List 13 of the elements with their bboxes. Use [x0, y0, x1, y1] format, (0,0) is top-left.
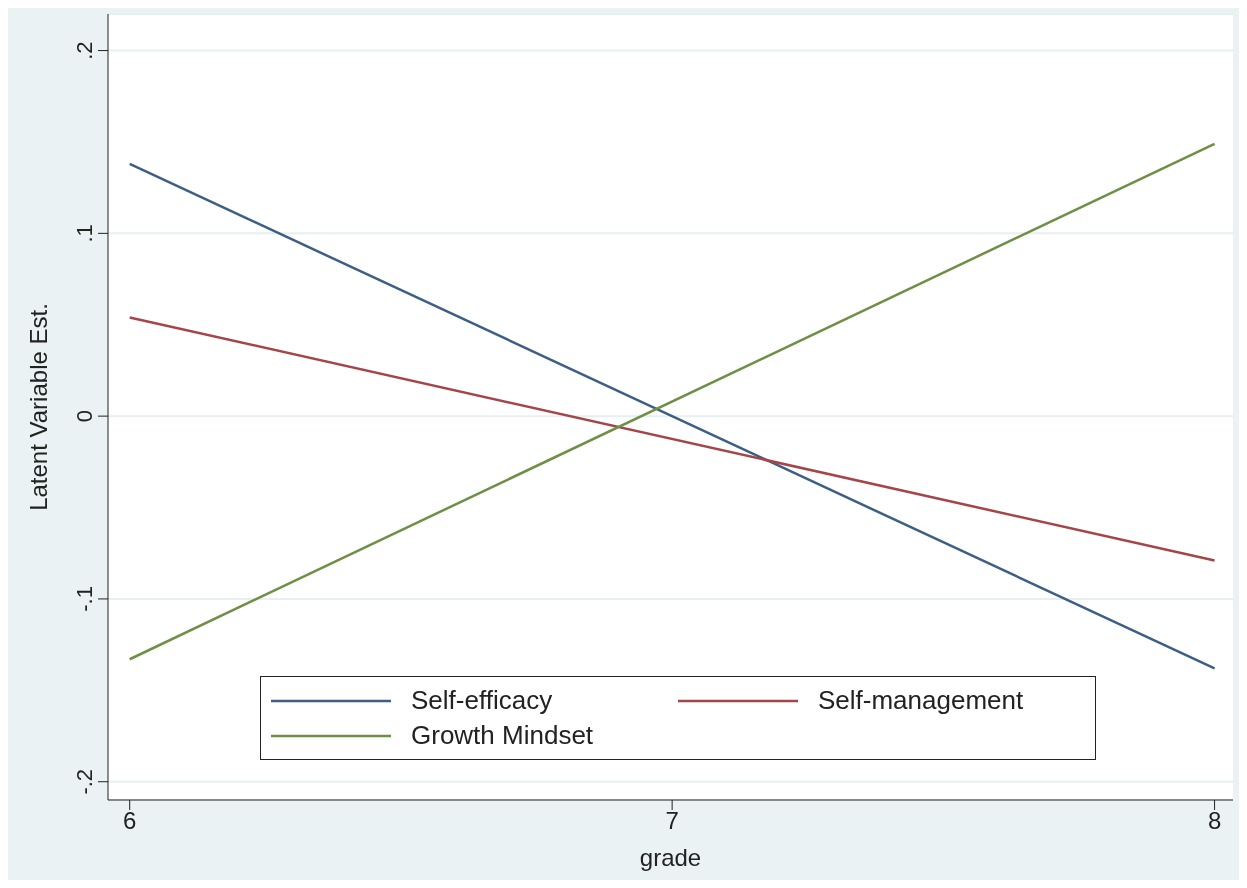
legend-label: Self-efficacy — [411, 685, 553, 716]
legend-label: Self-management — [818, 685, 1024, 716]
y-axis-title: Latent Variable Est. — [24, 303, 52, 511]
legend-label: Growth Mindset — [411, 720, 594, 751]
y-tick-label: .1 — [72, 224, 97, 243]
y-tick-label: 0 — [72, 410, 97, 423]
x-axis-title: grade — [639, 844, 702, 871]
x-tick-label: 6 — [123, 807, 137, 835]
y-tick-label: -.2 — [72, 768, 97, 795]
y-tick-label: -.1 — [72, 586, 97, 612]
x-tick-label: 7 — [665, 807, 679, 835]
x-tick-label: 8 — [1207, 807, 1222, 835]
y-tick-label: .2 — [72, 41, 97, 60]
